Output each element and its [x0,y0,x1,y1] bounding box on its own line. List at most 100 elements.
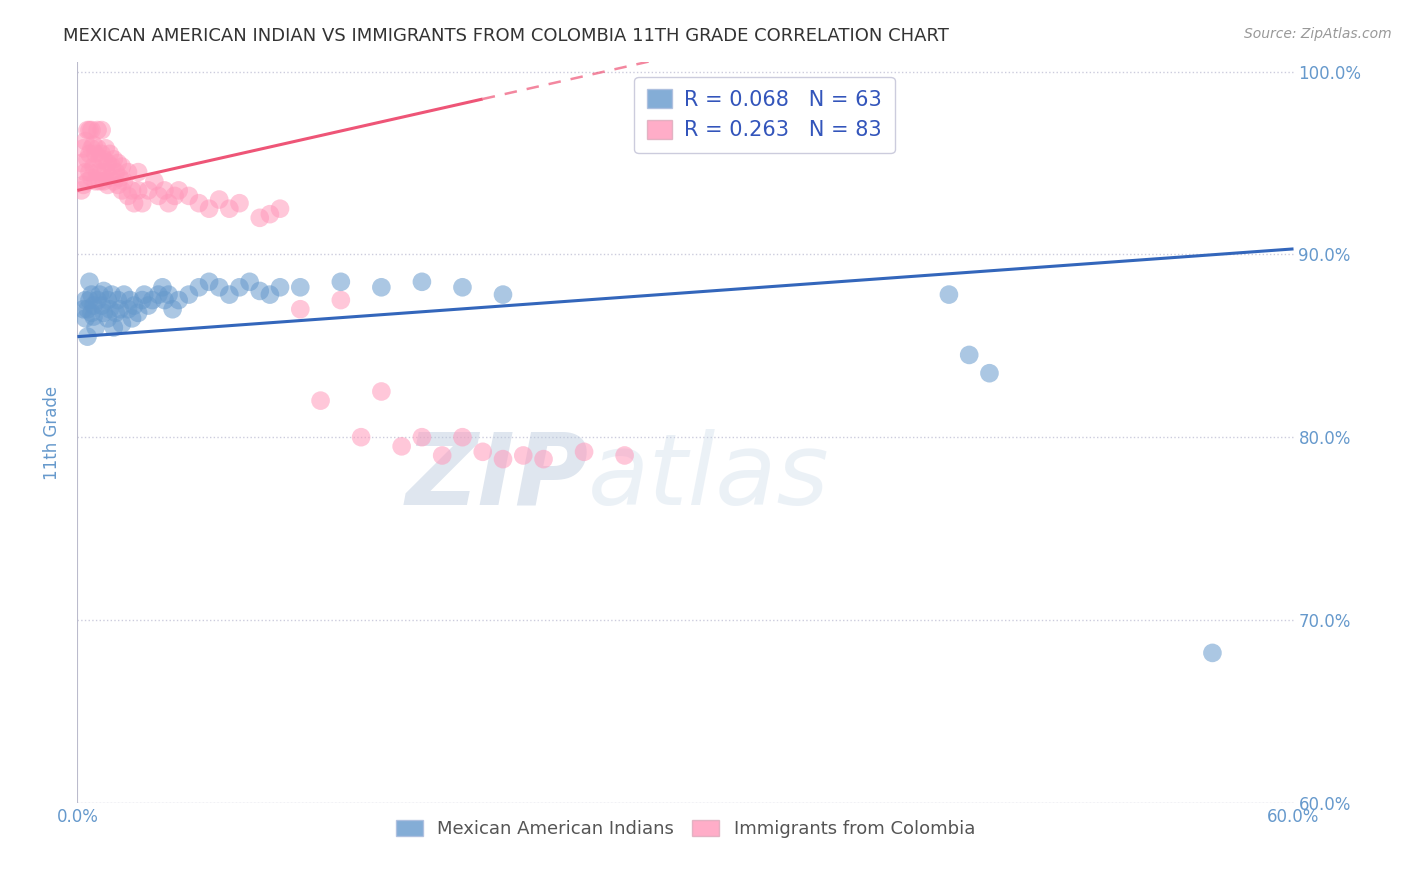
Point [1201,646,1223,660]
Point [121,183,143,197]
Point [613,449,636,463]
Point [90,146,112,161]
Point [177,189,200,203]
Point [76,329,98,343]
Point [309,393,332,408]
Point [107,156,129,170]
Point [93,306,115,320]
Point [188,280,211,294]
Text: ZIP: ZIP [405,428,588,525]
Point [79,165,101,179]
Point [148,189,170,203]
Point [84,320,107,334]
Point [111,160,134,174]
Point [269,202,291,216]
Point [86,293,108,307]
Point [228,196,250,211]
Point [837,128,859,143]
Point [72,178,94,192]
Point [451,430,474,444]
Point [127,306,149,320]
Point [76,302,98,317]
Point [97,156,120,170]
Point [75,293,97,307]
Point [117,165,139,179]
Point [104,165,127,179]
Point [163,189,186,203]
Point [122,196,145,211]
Point [83,160,105,174]
Point [153,183,176,197]
Point [350,430,373,444]
Point [492,452,515,467]
Point [112,174,135,188]
Point [111,317,134,331]
Point [103,320,125,334]
Point [80,141,103,155]
Point [83,299,105,313]
Point [84,146,107,161]
Point [131,196,153,211]
Point [75,311,97,326]
Point [76,174,98,188]
Point [94,141,117,155]
Point [162,302,184,317]
Point [136,299,159,313]
Point [98,302,121,317]
Point [370,280,392,294]
Point [89,287,111,301]
Point [103,174,125,188]
Point [101,160,124,174]
Point [290,302,312,317]
Point [167,183,190,197]
Point [104,306,127,320]
Point [80,123,103,137]
Point [157,196,180,211]
Point [112,287,135,301]
Point [80,287,103,301]
Point [108,170,131,185]
Point [97,311,120,326]
Point [208,280,231,294]
Point [98,170,121,185]
Point [249,211,271,225]
Point [76,153,98,167]
Point [118,293,141,307]
Point [228,280,250,294]
Point [167,293,190,307]
Point [512,449,534,463]
Point [208,193,231,207]
Y-axis label: 11th Grade: 11th Grade [44,385,62,480]
Point [72,302,94,317]
Point [153,293,176,307]
Point [131,293,153,307]
Point [70,183,93,197]
Point [89,153,111,167]
Point [249,284,271,298]
Point [70,156,93,170]
Point [430,449,453,463]
Point [79,146,101,161]
Point [572,445,595,459]
Legend: Mexican American Indians, Immigrants from Colombia: Mexican American Indians, Immigrants fro… [388,813,983,846]
Point [93,284,115,298]
Point [148,287,170,301]
Point [957,348,980,362]
Text: MEXICAN AMERICAN INDIAN VS IMMIGRANTS FROM COLOMBIA 11TH GRADE CORRELATION CHART: MEXICAN AMERICAN INDIAN VS IMMIGRANTS FR… [63,27,949,45]
Point [103,153,125,167]
Point [157,287,180,301]
Point [152,280,174,294]
Point [72,141,94,155]
Point [471,445,494,459]
Point [290,280,312,294]
Point [75,134,97,148]
Point [259,287,281,301]
Point [79,123,101,137]
Point [93,174,115,188]
Point [93,153,115,167]
Point [391,439,413,453]
Point [97,178,120,192]
Point [79,293,101,307]
Point [141,293,163,307]
Point [107,178,129,192]
